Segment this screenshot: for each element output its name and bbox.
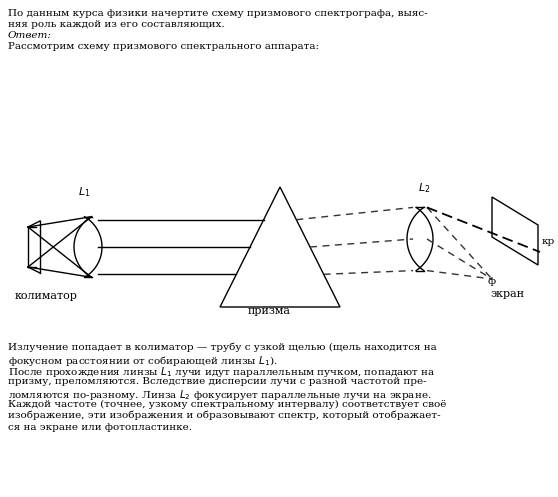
Text: кр: кр [542, 237, 555, 246]
Text: $L_2$: $L_2$ [418, 181, 430, 195]
Text: ся на экране или фотопластинке.: ся на экране или фотопластинке. [8, 422, 192, 431]
Text: Каждой частоте (точнее, узкому спектральному интервалу) соответствует своё: Каждой частоте (точнее, узкому спектраль… [8, 400, 446, 409]
Text: Излучение попадает в колиматор — трубу с узкой щелью (щель находится на: Излучение попадает в колиматор — трубу с… [8, 342, 437, 351]
Text: ломляются по-разному. Линза $L_2$ фокусирует параллельные лучи на экране.: ломляются по-разному. Линза $L_2$ фокуси… [8, 388, 431, 402]
Text: фокусном расстоянии от собирающей линзы $L_1$).: фокусном расстоянии от собирающей линзы … [8, 353, 277, 367]
Text: колиматор: колиматор [15, 291, 78, 301]
Text: После прохождения линзы $L_1$ лучи идут параллельным пучком, попадают на: После прохождения линзы $L_1$ лучи идут … [8, 365, 436, 379]
Text: призму, преломляются. Вследствие дисперсии лучи с разной частотой пре-: призму, преломляются. Вследствие дисперс… [8, 377, 427, 386]
Text: призма: призма [248, 306, 291, 316]
Text: Ответ:: Ответ: [8, 31, 52, 40]
Text: экран: экран [490, 289, 524, 299]
Text: По данным курса физики начертите схему призмового спектрографа, выяс-: По данным курса физики начертите схему п… [8, 9, 427, 18]
Text: няя роль каждой из его составляющих.: няя роль каждой из его составляющих. [8, 20, 225, 29]
Text: ф: ф [488, 277, 496, 286]
Text: $L_1$: $L_1$ [78, 185, 90, 199]
Text: Рассмотрим схему призмового спектрального аппарата:: Рассмотрим схему призмового спектральног… [8, 42, 319, 51]
Text: изображение, эти изображения и образовывают спектр, который отображает-: изображение, эти изображения и образовыв… [8, 411, 441, 420]
